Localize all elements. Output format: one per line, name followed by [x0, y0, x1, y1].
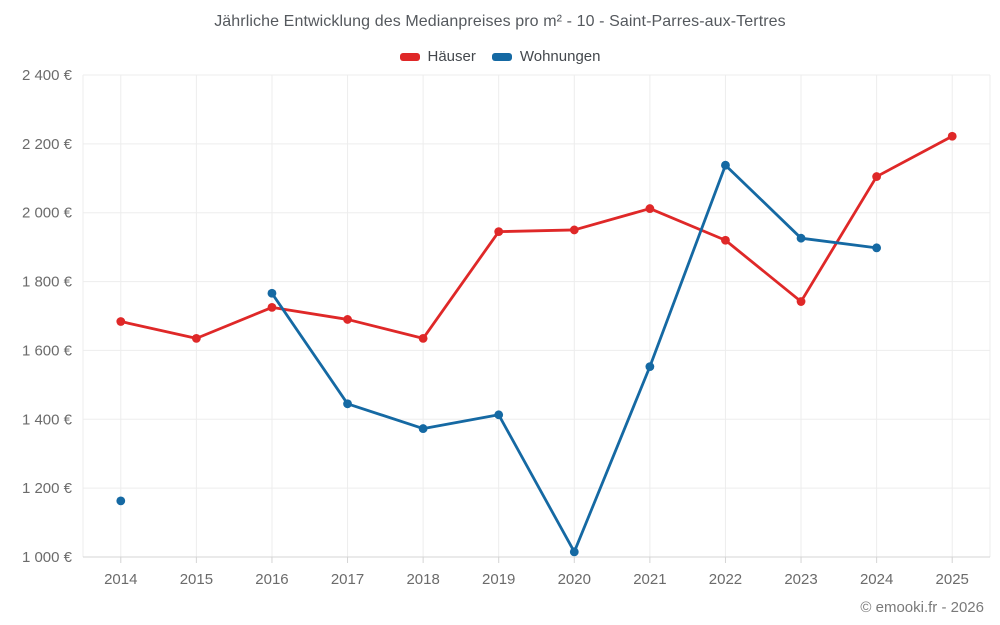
x-axis-label: 2016	[255, 571, 288, 588]
x-axis-label: 2015	[180, 571, 213, 588]
data-point-wohnungen-2017[interactable]	[343, 399, 352, 409]
x-axis-label: 2025	[936, 571, 969, 588]
x-axis-label: 2014	[104, 571, 137, 588]
y-axis-label: 1 000 €	[22, 549, 73, 566]
x-axis-label: 2022	[709, 571, 742, 588]
data-point-häuser-2014[interactable]	[116, 317, 126, 326]
data-point-häuser-2022[interactable]	[721, 235, 730, 245]
data-point-wohnungen-2022[interactable]	[721, 160, 730, 170]
y-axis-label: 2 400 €	[22, 67, 73, 84]
data-point-wohnungen-2024[interactable]	[872, 243, 882, 253]
data-point-wohnungen-2020[interactable]	[569, 547, 579, 557]
data-point-wohnungen-2018[interactable]	[418, 424, 428, 433]
y-axis-label: 1 600 €	[22, 342, 73, 359]
data-point-wohnungen-2023[interactable]	[796, 233, 806, 243]
y-axis-label: 2 000 €	[22, 205, 73, 222]
legend-item-haeuser[interactable]: Häuser	[399, 48, 476, 65]
legend-label-haeuser: Häuser	[427, 48, 476, 65]
x-axis-label: 2020	[558, 571, 591, 588]
data-point-häuser-2023[interactable]	[796, 297, 806, 306]
x-axis-label: 2019	[482, 571, 515, 588]
data-point-häuser-2024[interactable]	[872, 172, 882, 181]
y-axis-label: 1 800 €	[22, 274, 73, 291]
x-axis-label: 2024	[860, 571, 893, 588]
chart-title: Jährliche Entwicklung des Medianpreises …	[214, 13, 786, 30]
legend-swatch-haeuser-icon	[399, 52, 420, 61]
x-axis-label: 2023	[784, 571, 817, 588]
data-point-wohnungen-2016[interactable]	[267, 288, 277, 298]
data-point-wohnungen-2019[interactable]	[494, 410, 504, 420]
data-point-häuser-2016[interactable]	[267, 302, 277, 312]
x-axis-label: 2021	[633, 571, 666, 588]
y-axis-label: 2 200 €	[22, 136, 73, 153]
chart-legend: Häuser Wohnungen	[0, 48, 1000, 65]
y-axis-label: 1 400 €	[22, 411, 73, 428]
data-point-wohnungen-2021[interactable]	[645, 362, 655, 372]
legend-swatch-wohnungen-icon	[491, 52, 512, 61]
data-point-häuser-2021[interactable]	[645, 204, 655, 213]
data-point-häuser-2025[interactable]	[947, 131, 957, 141]
copyright-footer: © emooki.fr - 2026	[860, 599, 984, 616]
series-line-häuser	[119, 134, 954, 340]
legend-label-wohnungen: Wohnungen	[519, 48, 601, 65]
y-axis-label: 1 200 €	[22, 480, 73, 497]
x-axis-label: 2018	[406, 571, 439, 588]
data-point-häuser-2018[interactable]	[418, 333, 428, 343]
data-point-häuser-2015[interactable]	[191, 333, 201, 343]
data-point-wohnungen-2014[interactable]	[116, 496, 126, 506]
data-point-häuser-2020[interactable]	[569, 225, 579, 235]
x-axis-label: 2017	[331, 571, 364, 588]
data-point-häuser-2019[interactable]	[494, 227, 504, 237]
legend-item-wohnungen[interactable]: Wohnungen	[491, 48, 601, 65]
data-point-häuser-2017[interactable]	[343, 315, 352, 324]
